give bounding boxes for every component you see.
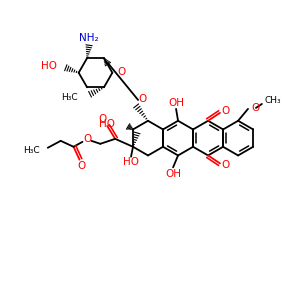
Text: O: O <box>222 106 230 116</box>
Text: O: O <box>77 160 86 171</box>
Text: O: O <box>83 134 92 144</box>
Text: O: O <box>98 114 106 124</box>
Text: NH₂: NH₂ <box>79 33 99 43</box>
Text: O: O <box>117 67 126 77</box>
Text: HO: HO <box>41 61 57 71</box>
Text: HO: HO <box>99 119 115 130</box>
Text: O: O <box>251 103 259 113</box>
Text: O: O <box>222 160 230 170</box>
Text: OH: OH <box>165 169 181 179</box>
Text: O: O <box>138 94 146 104</box>
Text: HO: HO <box>123 157 139 166</box>
Text: OH: OH <box>168 98 184 108</box>
Text: CH₃: CH₃ <box>265 97 281 106</box>
Text: H₃C: H₃C <box>23 146 40 155</box>
Text: H₃C: H₃C <box>61 93 78 102</box>
